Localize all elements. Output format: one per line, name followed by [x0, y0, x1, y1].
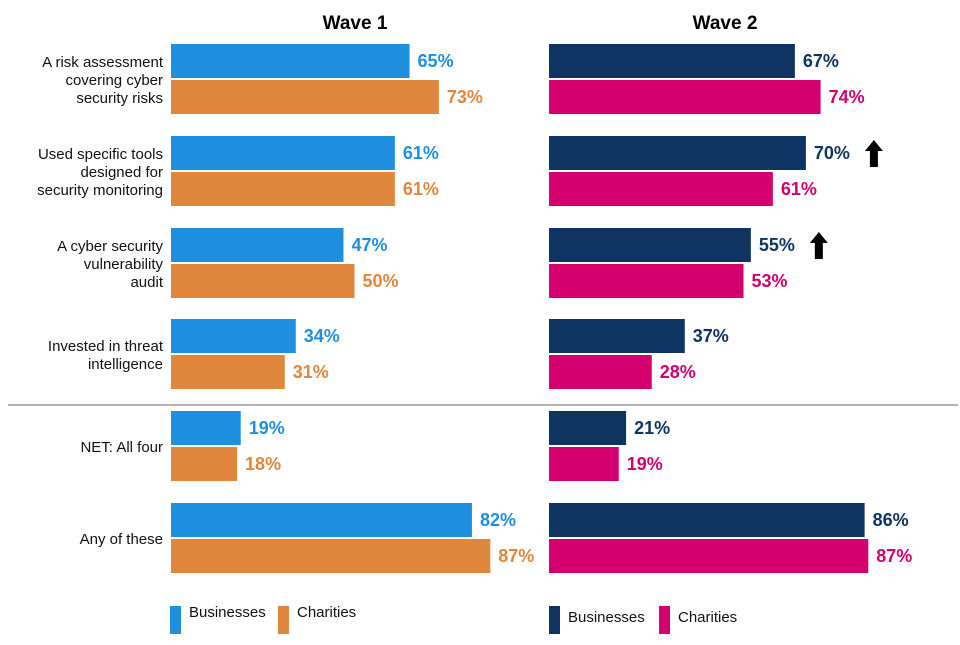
- legend-swatch-businesses: [170, 606, 181, 634]
- value-label-charities: 19%: [627, 454, 663, 474]
- bar-businesses: [171, 136, 395, 170]
- bar-charities: [171, 447, 238, 481]
- bar-charities: [549, 447, 619, 481]
- category-label-line: intelligence: [88, 356, 163, 373]
- value-label-businesses: 19%: [249, 418, 285, 438]
- value-label-charities: 28%: [660, 362, 696, 382]
- legend-label-businesses: Businesses: [189, 604, 266, 621]
- category-label: Any of these: [80, 531, 163, 548]
- bar-charities: [171, 264, 355, 298]
- value-label-charities: 50%: [363, 271, 399, 291]
- value-label-businesses: 55%: [759, 235, 795, 255]
- bar-businesses: [549, 228, 751, 262]
- category-label: A risk assessment covering cyber security …: [42, 54, 164, 107]
- value-label-businesses: 61%: [403, 143, 439, 163]
- bar-charities: [171, 539, 491, 573]
- legend-swatch-charities: [278, 606, 289, 634]
- bar-charities: [171, 172, 395, 206]
- value-label-charities: 74%: [829, 87, 865, 107]
- category-label-line: security risks: [76, 90, 163, 107]
- bar-charities: [549, 355, 652, 389]
- panel-title-2: Wave 2: [693, 13, 758, 34]
- category-label: Invested in threat intelligence: [48, 338, 164, 373]
- bar-businesses: [549, 503, 865, 537]
- bar-businesses: [171, 319, 296, 353]
- value-label-businesses: 82%: [480, 510, 516, 530]
- legend-label-charities: Charities: [297, 604, 356, 621]
- bar-businesses: [549, 136, 806, 170]
- value-label-charities: 53%: [752, 271, 788, 291]
- category-label-line: covering cyber: [65, 72, 163, 89]
- bar-businesses: [171, 411, 241, 445]
- bar-businesses: [549, 411, 627, 445]
- value-label-charities: 87%: [498, 546, 534, 566]
- bar-businesses: [171, 228, 344, 262]
- significant-increase-arrow-icon: [864, 140, 883, 167]
- legend-swatch-businesses: [549, 606, 560, 634]
- value-label-charities: 61%: [781, 179, 817, 199]
- category-label-line: vulnerability: [84, 256, 164, 273]
- significant-increase-arrow-icon: [809, 232, 828, 259]
- category-label-line: Used specific tools: [38, 146, 163, 163]
- panel-title-1: Wave 1: [323, 13, 388, 34]
- value-label-businesses: 70%: [814, 143, 850, 163]
- bar-charities: [549, 264, 744, 298]
- category-label: A cyber security vulnerability audit: [57, 238, 164, 291]
- value-label-charities: 61%: [403, 179, 439, 199]
- value-label-businesses: 47%: [351, 235, 387, 255]
- category-label-line: A cyber security: [57, 238, 163, 255]
- bar-charities: [171, 355, 285, 389]
- category-label: NET: All four: [80, 439, 163, 456]
- category-label-line: Any of these: [80, 531, 163, 548]
- bar-charities: [171, 80, 439, 114]
- value-label-businesses: 34%: [304, 326, 340, 346]
- category-label: Used specific tools designed for security …: [37, 146, 163, 199]
- value-label-charities: 87%: [876, 546, 912, 566]
- value-label-businesses: 67%: [803, 51, 839, 71]
- legend-swatch-charities: [659, 606, 670, 634]
- bar-businesses: [549, 44, 795, 78]
- value-label-businesses: 65%: [418, 51, 454, 71]
- value-label-charities: 73%: [447, 87, 483, 107]
- category-label-line: A risk assessment: [42, 54, 164, 71]
- category-label-line: NET: All four: [80, 439, 163, 456]
- bar-charities: [549, 172, 773, 206]
- category-label-line: designed for: [80, 164, 163, 181]
- bar-charities: [549, 539, 869, 573]
- value-label-charities: 31%: [293, 362, 329, 382]
- category-label-line: Invested in threat: [48, 338, 164, 355]
- legend-label-businesses: Businesses: [568, 609, 645, 626]
- bar-businesses: [171, 44, 410, 78]
- value-label-charities: 18%: [245, 454, 281, 474]
- bar-businesses: [549, 319, 685, 353]
- category-label-line: security monitoring: [37, 182, 163, 199]
- value-label-businesses: 37%: [693, 326, 729, 346]
- bar-charities: [549, 80, 821, 114]
- value-label-businesses: 21%: [634, 418, 670, 438]
- category-label-line: audit: [130, 274, 163, 291]
- bar-businesses: [171, 503, 472, 537]
- value-label-businesses: 86%: [873, 510, 909, 530]
- legend-label-charities: Charities: [678, 609, 737, 626]
